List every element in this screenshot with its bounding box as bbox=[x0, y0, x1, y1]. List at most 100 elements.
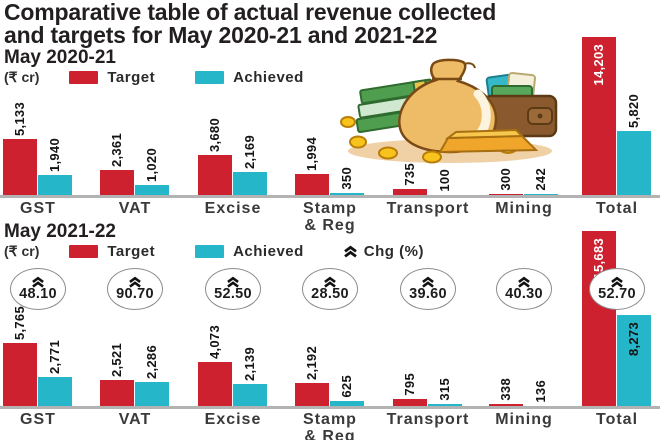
category-label-mining: Mining bbox=[495, 200, 553, 217]
change-pct-value: 40.30 bbox=[505, 286, 543, 302]
target-legend-label: Target bbox=[107, 242, 156, 260]
category-label-total: Total bbox=[595, 200, 639, 217]
target-legend-label: Target bbox=[107, 68, 156, 86]
category-label-excise: Excise bbox=[204, 411, 262, 428]
double-chevron-up-icon bbox=[516, 276, 532, 288]
achieved-swatch bbox=[195, 244, 225, 258]
change-pct-value: 52.70 bbox=[598, 286, 636, 302]
double-chevron-up-icon bbox=[322, 276, 338, 288]
change-pct-value: 48.10 bbox=[19, 286, 57, 302]
double-chevron-up-icon bbox=[225, 276, 241, 288]
double-chevron-up-icon bbox=[127, 276, 143, 288]
value-label-target-mining: 300 bbox=[498, 168, 513, 191]
value-label-achieved-mining: 242 bbox=[533, 168, 548, 191]
chart2-axis-line bbox=[0, 406, 660, 409]
value-label-target-transport: 795 bbox=[402, 373, 417, 396]
bar-achieved-excise bbox=[233, 172, 267, 197]
bar-achieved-total bbox=[617, 315, 651, 408]
chart1-unit-label: (₹ cr) bbox=[4, 68, 40, 85]
value-label-achieved-excise: 2,139 bbox=[242, 346, 257, 381]
bar-target-total bbox=[582, 37, 616, 197]
category-label-transport: Transport bbox=[386, 411, 470, 428]
double-chevron-up-icon bbox=[30, 276, 46, 288]
value-label-achieved-transport: 315 bbox=[437, 378, 452, 401]
value-label-target-total: 14,203 bbox=[591, 44, 606, 86]
bar-target-stamp-reg bbox=[295, 174, 329, 197]
bar-target-vat bbox=[100, 170, 134, 197]
achieved-swatch bbox=[195, 70, 225, 84]
category-label-gst: GST bbox=[20, 200, 56, 217]
double-chevron-up-icon bbox=[342, 245, 359, 258]
value-label-target-vat: 2,361 bbox=[109, 132, 124, 167]
bar-target-stamp-reg bbox=[295, 383, 329, 408]
bar-achieved-stamp-reg bbox=[330, 401, 364, 408]
change-pct-circle-vat: 90.70 bbox=[107, 268, 163, 310]
change-pct-circle-total: 52.70 bbox=[589, 268, 645, 310]
change-pct-value: 28.50 bbox=[311, 286, 349, 302]
category-label-total: Total bbox=[595, 411, 639, 428]
value-label-achieved-mining: 136 bbox=[533, 380, 548, 403]
gold-bar-icon bbox=[438, 128, 539, 154]
change-pct-circle-stamp-reg: 28.50 bbox=[302, 268, 358, 310]
double-chevron-up-icon bbox=[420, 276, 436, 288]
value-label-target-excise: 3,680 bbox=[207, 117, 222, 152]
category-label-stamp-reg: Stamp & Reg bbox=[303, 411, 357, 440]
bar-achieved-vat bbox=[135, 382, 169, 408]
value-label-achieved-excise: 2,169 bbox=[242, 134, 257, 169]
bar-target-transport bbox=[393, 189, 427, 197]
category-label-vat: VAT bbox=[118, 411, 152, 428]
bar-target-gst bbox=[3, 139, 37, 197]
value-label-target-vat: 2,521 bbox=[109, 342, 124, 377]
change-pct-value: 39.60 bbox=[409, 286, 447, 302]
value-label-target-mining: 338 bbox=[498, 378, 513, 401]
bar-target-excise bbox=[198, 362, 232, 408]
value-label-target-transport: 735 bbox=[402, 163, 417, 186]
bar-achieved-vat bbox=[135, 185, 169, 197]
chart1-categories: GST VAT Excise Stamp & Reg Transport Mining Tot… bbox=[0, 200, 660, 234]
category-label-mining: Mining bbox=[495, 411, 553, 428]
chart1-axis-line bbox=[0, 195, 660, 198]
achieved-legend-label: Achieved bbox=[233, 242, 304, 260]
bar-target-excise bbox=[198, 155, 232, 197]
chart2-unit-label: (₹ cr) bbox=[4, 242, 40, 259]
category-label-excise: Excise bbox=[204, 200, 262, 217]
category-label-stamp-reg: Stamp & Reg bbox=[303, 200, 357, 234]
chart1-bars: 5,133 1,940 2,361 1,020 3,680 2,169 1,994 350 73… bbox=[0, 36, 660, 197]
bar-achieved-total bbox=[617, 131, 651, 197]
category-label-vat: VAT bbox=[118, 200, 152, 217]
value-label-target-gst: 5,765 bbox=[12, 305, 27, 340]
target-swatch bbox=[69, 244, 99, 258]
wallet-icon bbox=[482, 72, 558, 138]
change-pct-value: 90.70 bbox=[116, 286, 154, 302]
money-bag-illustration-svg bbox=[340, 58, 558, 164]
page-title: Comparative table of actual revenue coll… bbox=[4, 1, 496, 47]
chart1-heading: May 2020-21 bbox=[4, 47, 116, 68]
change-pct-circle-mining: 40.30 bbox=[496, 268, 552, 310]
change-pct-circle-excise: 52.50 bbox=[205, 268, 261, 310]
chart1-legend: (₹ cr) Target Achieved bbox=[4, 68, 304, 86]
bar-achieved-gst bbox=[38, 175, 72, 197]
page-title-line2: and targets for May 2020-21 and 2021-22 bbox=[4, 22, 438, 48]
value-label-achieved-gst: 2,771 bbox=[47, 339, 62, 374]
value-label-target-stamp-reg: 2,192 bbox=[304, 345, 319, 380]
value-label-target-gst: 5,133 bbox=[12, 101, 27, 136]
money-bag-illustration bbox=[336, 52, 564, 171]
bar-target-transport bbox=[393, 399, 427, 408]
double-chevron-up-icon bbox=[609, 276, 625, 288]
chart2-heading: May 2021-22 bbox=[4, 221, 116, 242]
achieved-legend-label: Achieved bbox=[233, 68, 304, 86]
value-label-achieved-transport: 100 bbox=[437, 169, 452, 192]
value-label-achieved-total: 8,273 bbox=[626, 322, 641, 357]
loose-coins-icon bbox=[340, 116, 442, 164]
category-label-transport: Transport bbox=[386, 200, 470, 217]
value-label-achieved-stamp-reg: 350 bbox=[339, 167, 354, 190]
change-pct-value: 52.50 bbox=[214, 286, 252, 302]
value-label-achieved-stamp-reg: 625 bbox=[339, 375, 354, 398]
value-label-achieved-vat: 2,286 bbox=[144, 344, 159, 379]
chart2-categories: GST VAT Excise Stamp & Reg Transport Mining Tot… bbox=[0, 411, 660, 440]
value-label-achieved-gst: 1,940 bbox=[47, 137, 62, 172]
value-label-achieved-total: 5,820 bbox=[626, 93, 641, 128]
target-swatch bbox=[69, 70, 99, 84]
page-title-line1: Comparative table of actual revenue coll… bbox=[4, 0, 497, 25]
